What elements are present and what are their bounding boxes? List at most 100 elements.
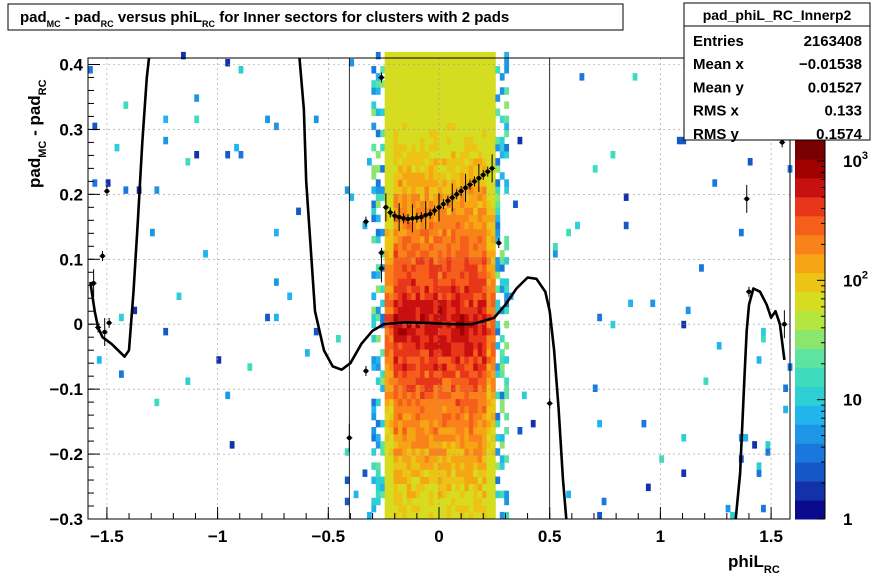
heatmap-bin	[313, 327, 319, 336]
profile-point	[362, 216, 369, 227]
heatmap-bin	[415, 405, 421, 414]
heatmap-bin	[371, 334, 377, 343]
heatmap-bin	[451, 384, 456, 393]
heatmap-bin	[437, 441, 443, 449]
heatmap-bin	[393, 299, 399, 308]
heatmap-bin	[477, 165, 483, 173]
heatmap-bin	[371, 207, 377, 216]
heatmap-bin	[415, 434, 421, 442]
heatmap-bin	[433, 193, 439, 201]
heatmap-bin	[442, 51, 448, 60]
heatmap-bin	[415, 476, 421, 485]
heatmap-bin	[424, 58, 430, 67]
heatmap-bin	[459, 150, 465, 159]
heatmap-bin	[389, 334, 394, 343]
heatmap-bin	[433, 101, 439, 109]
heatmap-bin	[464, 356, 470, 364]
heatmap-bin	[375, 306, 381, 315]
heatmap-bin	[225, 58, 231, 67]
heatmap-bin	[464, 511, 470, 520]
heatmap-bin	[384, 370, 390, 378]
heatmap-bin	[424, 200, 430, 208]
heatmap-bin	[459, 384, 465, 393]
heatmap-bin	[420, 158, 425, 166]
heatmap-bin	[384, 441, 390, 449]
heatmap-bin	[424, 80, 430, 88]
stats-value: 0.133	[824, 103, 862, 120]
heatmap-bin	[411, 58, 417, 67]
heatmap-bin	[406, 462, 412, 470]
heatmap-bin	[397, 356, 403, 364]
heatmap-bin	[397, 264, 403, 272]
heatmap-bin	[420, 150, 425, 159]
heatmap-bin	[495, 179, 501, 187]
heatmap-bin	[415, 250, 421, 258]
profile-point	[378, 72, 385, 83]
heatmap-bin	[384, 448, 390, 456]
heatmap-bin	[393, 462, 399, 470]
heatmap-bin	[397, 285, 403, 293]
heatmap-bin	[389, 412, 394, 421]
heatmap-bin	[477, 299, 483, 308]
heatmap-bin	[486, 179, 492, 187]
heatmap-bin	[464, 193, 470, 201]
heatmap-bin	[415, 186, 421, 194]
heatmap-bin	[437, 462, 443, 470]
heatmap-bin	[446, 214, 452, 223]
heatmap-bin	[495, 108, 501, 116]
heatmap-bin	[384, 108, 390, 116]
heatmap-bin	[446, 80, 452, 88]
color-scale-step	[795, 310, 825, 330]
heatmap-bin	[393, 200, 399, 208]
heatmap-bin	[406, 448, 412, 456]
heatmap-bin	[468, 313, 474, 322]
heatmap-bin	[473, 94, 479, 102]
heatmap-bin	[406, 320, 412, 329]
heatmap-bin	[428, 179, 434, 187]
heatmap-bin	[433, 327, 439, 336]
heatmap-bin	[428, 150, 434, 159]
heatmap-bin	[420, 94, 425, 102]
heatmap-bin	[464, 271, 470, 279]
heatmap-bin	[415, 228, 421, 237]
heatmap-bin	[451, 150, 456, 159]
heatmap-bin	[482, 207, 487, 216]
heatmap-bin	[389, 242, 394, 251]
heatmap-bin	[468, 285, 474, 293]
heatmap-bin	[393, 101, 399, 109]
heatmap-bin	[375, 228, 381, 237]
heatmap-bin	[455, 94, 461, 102]
heatmap-bin	[424, 334, 430, 343]
color-scale-step	[795, 158, 825, 179]
heatmap-bin	[473, 51, 479, 60]
heatmap-bin	[420, 320, 425, 329]
heatmap-bin	[464, 94, 470, 102]
heatmap-bin	[433, 143, 439, 152]
heatmap-bin	[490, 405, 496, 414]
heatmap-bin	[420, 264, 425, 272]
heatmap-bin	[459, 172, 465, 180]
heatmap-bin	[402, 122, 408, 131]
heatmap-bin	[384, 391, 390, 400]
heatmap-bin	[411, 419, 417, 428]
heatmap-bin	[287, 292, 293, 301]
heatmap-bin	[406, 363, 412, 371]
heatmap-bin	[406, 186, 412, 194]
heatmap-bin	[482, 412, 487, 421]
heatmap-bin	[411, 73, 417, 81]
heatmap-bin	[442, 292, 448, 301]
heatmap-bin	[375, 483, 381, 492]
heatmap-bin	[446, 250, 452, 258]
heatmap-bin	[420, 434, 425, 442]
heatmap-bin	[442, 250, 448, 258]
heatmap-bin	[375, 363, 381, 371]
heatmap-bin	[375, 476, 381, 485]
heatmap-bin	[442, 490, 448, 499]
heatmap-bin	[477, 370, 483, 378]
heatmap-bin	[499, 370, 505, 378]
heatmap-bin	[455, 391, 461, 400]
heatmap-bin	[397, 221, 403, 230]
heatmap-bin	[446, 370, 452, 378]
heatmap-bin	[424, 327, 430, 336]
heatmap-bin	[437, 511, 443, 520]
